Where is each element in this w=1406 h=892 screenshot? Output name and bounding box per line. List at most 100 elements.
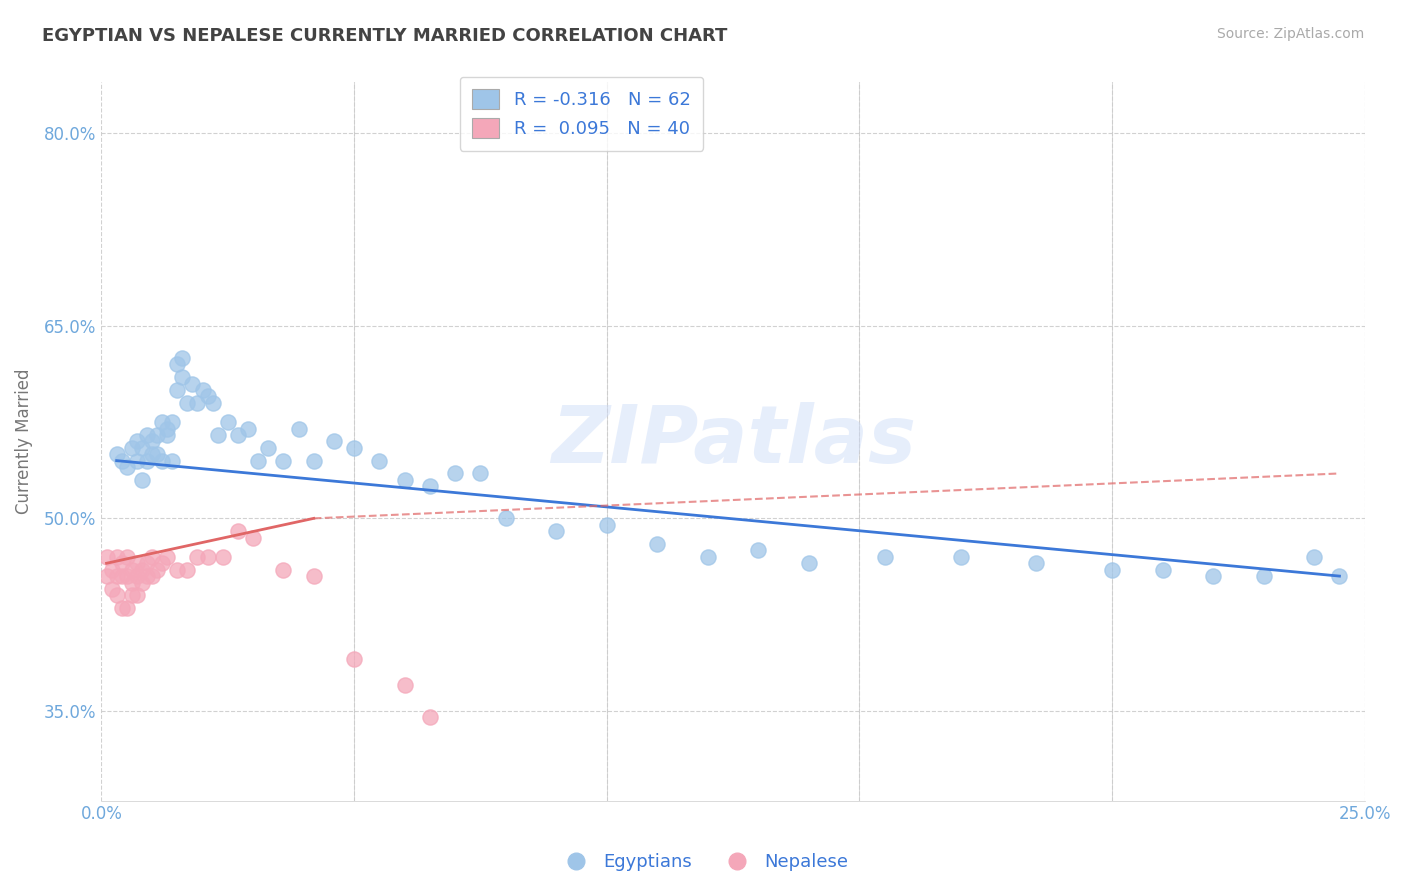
Point bbox=[172, 370, 194, 384]
Point bbox=[873, 549, 896, 564]
Point bbox=[150, 453, 173, 467]
Point bbox=[166, 358, 188, 372]
Point bbox=[156, 549, 179, 564]
Point bbox=[1202, 569, 1225, 583]
Point bbox=[166, 383, 188, 397]
Point bbox=[121, 563, 143, 577]
Point bbox=[172, 351, 194, 365]
Point bbox=[115, 460, 138, 475]
Point bbox=[115, 549, 138, 564]
Point bbox=[131, 473, 153, 487]
Point bbox=[150, 556, 173, 570]
Point bbox=[1101, 563, 1123, 577]
Point bbox=[146, 563, 169, 577]
Point bbox=[343, 652, 366, 666]
Point bbox=[131, 575, 153, 590]
Point bbox=[797, 556, 820, 570]
Point bbox=[1025, 556, 1047, 570]
Point bbox=[156, 421, 179, 435]
Point bbox=[176, 396, 198, 410]
Point bbox=[186, 396, 208, 410]
Point bbox=[273, 563, 295, 577]
Point bbox=[166, 563, 188, 577]
Point bbox=[287, 421, 309, 435]
Point bbox=[247, 453, 270, 467]
Point bbox=[96, 549, 118, 564]
Point bbox=[368, 453, 391, 467]
Point bbox=[146, 428, 169, 442]
Point bbox=[150, 415, 173, 429]
Point bbox=[1152, 563, 1174, 577]
Point bbox=[546, 524, 568, 539]
Point bbox=[949, 549, 972, 564]
Point bbox=[131, 563, 153, 577]
Point bbox=[156, 428, 179, 442]
Point bbox=[470, 467, 492, 481]
Point bbox=[121, 575, 143, 590]
Point bbox=[105, 588, 128, 602]
Point bbox=[141, 549, 163, 564]
Point bbox=[136, 569, 159, 583]
Legend: Egyptians, Nepalese: Egyptians, Nepalese bbox=[551, 847, 855, 879]
Point bbox=[111, 601, 134, 615]
Point bbox=[176, 563, 198, 577]
Point bbox=[226, 428, 249, 442]
Point bbox=[236, 421, 259, 435]
Point bbox=[191, 383, 214, 397]
Point bbox=[100, 563, 122, 577]
Point bbox=[125, 453, 148, 467]
Point bbox=[273, 453, 295, 467]
Point bbox=[302, 453, 325, 467]
Point bbox=[197, 389, 219, 403]
Point bbox=[141, 447, 163, 461]
Point bbox=[131, 441, 153, 455]
Point bbox=[136, 453, 159, 467]
Point bbox=[211, 549, 233, 564]
Point bbox=[111, 453, 134, 467]
Point bbox=[125, 588, 148, 602]
Point bbox=[596, 517, 619, 532]
Text: ZIPatlas: ZIPatlas bbox=[551, 402, 915, 481]
Text: EGYPTIAN VS NEPALESE CURRENTLY MARRIED CORRELATION CHART: EGYPTIAN VS NEPALESE CURRENTLY MARRIED C… bbox=[42, 27, 727, 45]
Point bbox=[696, 549, 718, 564]
Point bbox=[1329, 569, 1351, 583]
Point bbox=[1253, 569, 1275, 583]
Point bbox=[322, 434, 344, 449]
Point bbox=[136, 428, 159, 442]
Point bbox=[125, 569, 148, 583]
Point bbox=[207, 428, 229, 442]
Point bbox=[217, 415, 239, 429]
Point bbox=[302, 569, 325, 583]
Point bbox=[197, 549, 219, 564]
Point bbox=[125, 434, 148, 449]
Text: Source: ZipAtlas.com: Source: ZipAtlas.com bbox=[1216, 27, 1364, 41]
Point bbox=[1303, 549, 1326, 564]
Point bbox=[105, 447, 128, 461]
Point bbox=[111, 556, 134, 570]
Point bbox=[495, 511, 517, 525]
Point bbox=[242, 531, 264, 545]
Point bbox=[136, 556, 159, 570]
Point bbox=[186, 549, 208, 564]
Point bbox=[647, 537, 669, 551]
Y-axis label: Currently Married: Currently Married bbox=[15, 368, 32, 514]
Point bbox=[160, 453, 183, 467]
Point bbox=[115, 569, 138, 583]
Point bbox=[419, 479, 441, 493]
Point bbox=[747, 543, 769, 558]
Point bbox=[105, 549, 128, 564]
Point bbox=[444, 467, 467, 481]
Legend: R = -0.316   N = 62, R =  0.095   N = 40: R = -0.316 N = 62, R = 0.095 N = 40 bbox=[460, 77, 703, 151]
Point bbox=[111, 569, 134, 583]
Point bbox=[226, 524, 249, 539]
Point bbox=[181, 376, 204, 391]
Point bbox=[115, 601, 138, 615]
Point bbox=[96, 569, 118, 583]
Point bbox=[121, 441, 143, 455]
Point bbox=[419, 710, 441, 724]
Point bbox=[105, 569, 128, 583]
Point bbox=[394, 473, 416, 487]
Point bbox=[394, 678, 416, 692]
Point bbox=[343, 441, 366, 455]
Point bbox=[201, 396, 224, 410]
